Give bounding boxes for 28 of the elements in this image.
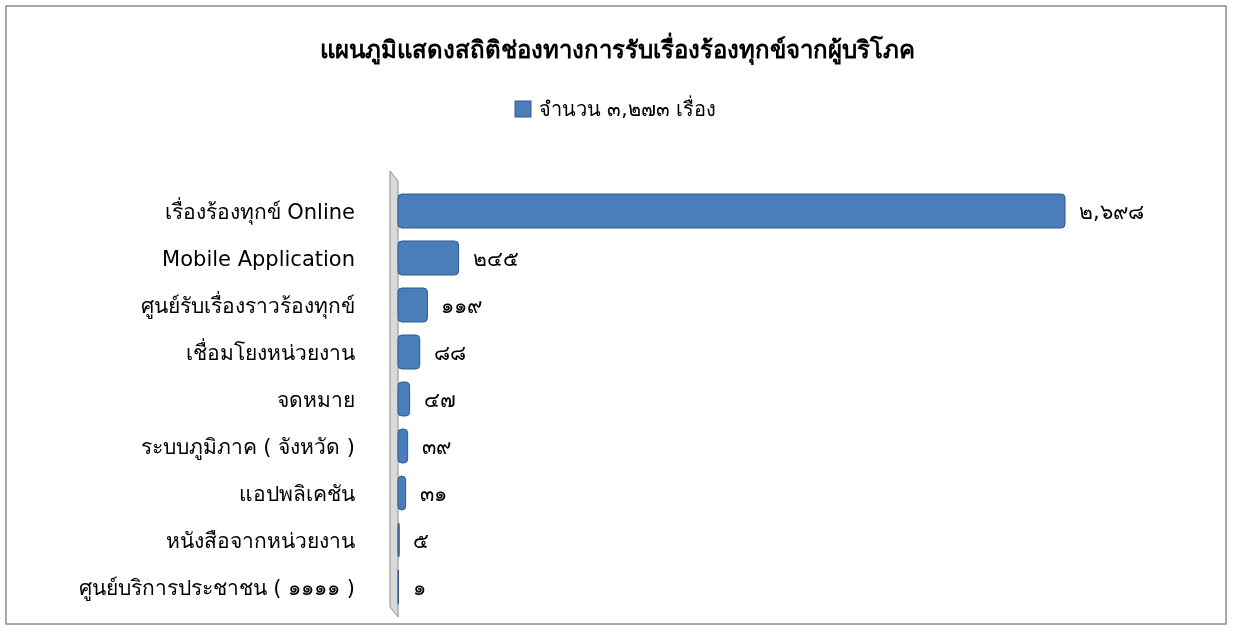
data-label: ๑ bbox=[412, 576, 426, 600]
data-label: ๒,๖๙๘ bbox=[1079, 200, 1144, 224]
y-tick-label: ระบบภูมิภาค ( จังหวัด ) bbox=[140, 435, 355, 460]
bar bbox=[397, 287, 428, 323]
legend: จำนวน ๓,๒๗๓ เรื่อง bbox=[514, 97, 717, 121]
data-label: ๘๘ bbox=[433, 341, 466, 365]
data-label: ๑๑๙ bbox=[441, 294, 483, 318]
y-tick-label: ศูนย์รับเรื่องราวร้องทุกข์ bbox=[141, 291, 355, 319]
data-label: ๕ bbox=[413, 529, 430, 553]
y-tick-label: หนังสือจากหน่วยงาน bbox=[166, 529, 355, 553]
data-label: ๒๔๕ bbox=[472, 247, 519, 271]
bar bbox=[397, 475, 407, 511]
y-tick-label: ศูนย์บริการประชาชน ( ๑๑๑๑ ) bbox=[78, 576, 355, 601]
data-label: ๓๑ bbox=[419, 482, 447, 506]
y-tick-label: แอปพลิเคชัน bbox=[239, 482, 355, 506]
bar bbox=[397, 334, 421, 370]
y-tick-label: เรื่องร้องทุกข์ Online bbox=[164, 197, 355, 225]
y-tick-label: จดหมาย bbox=[277, 388, 355, 412]
y-tick-label: เชื่อมโยงหน่วยงาน bbox=[186, 338, 355, 365]
bar bbox=[397, 193, 1066, 229]
y-tick-label: Mobile Application bbox=[162, 247, 355, 271]
bar bbox=[397, 428, 409, 464]
bar bbox=[397, 240, 460, 276]
legend-label: จำนวน ๓,๒๗๓ เรื่อง bbox=[539, 95, 717, 121]
data-label: ๔๗ bbox=[423, 388, 456, 412]
data-label: ๓๙ bbox=[421, 435, 451, 459]
bar bbox=[397, 381, 411, 417]
chart-title: แผนภูมิแสดงสถิติช่องทางการรับเรื่องร้องทุกข์จากผู้บริโภค bbox=[319, 32, 915, 66]
